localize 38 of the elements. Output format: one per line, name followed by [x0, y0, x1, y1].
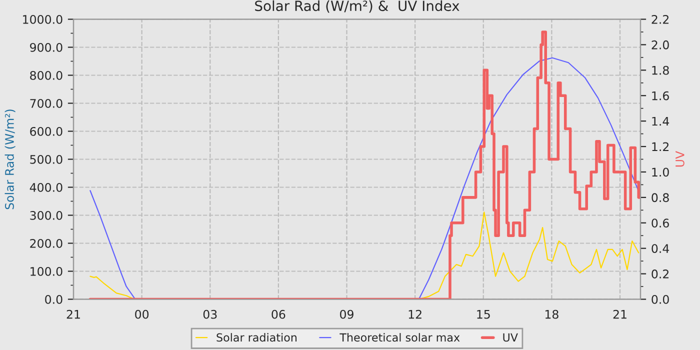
y-tick-label: 400.0: [30, 182, 62, 192]
y-tick-label: 200.0: [30, 238, 62, 248]
y2-tick-label: 1.0: [652, 168, 669, 177]
legend-label: UV: [503, 333, 518, 342]
y2-tick-label: 2.0: [652, 40, 669, 50]
x-tick-label: 12: [408, 310, 422, 319]
x-tick-label: 21: [613, 310, 626, 319]
y2-tick-label: 0.4: [652, 244, 670, 253]
y-tick-label: 900.0: [30, 42, 62, 52]
y2-tick-label: 1.2: [652, 142, 669, 152]
y-axis-title: Solar Rad (W/m²): [4, 110, 16, 210]
x-tick-label: 18: [545, 310, 558, 319]
y2-tick-label: 1.6: [652, 91, 669, 100]
y2-tick-label: 2.2: [652, 14, 669, 24]
legend-label: Theoretical solar max: [340, 333, 460, 342]
y-tick-label: 800.0: [30, 70, 62, 80]
y-tick-label: 500.0: [30, 154, 62, 164]
chart-title: Solar Rad (W/m²) & UV Index: [255, 0, 460, 13]
x-tick-label: 09: [340, 310, 354, 319]
y2-tick-label: 0.6: [652, 218, 669, 228]
y2-tick-label: 0.0: [652, 294, 669, 304]
y-tick-label: 1000.0: [23, 14, 62, 24]
x-tick-label: 03: [203, 310, 217, 319]
y-tick-label: 700.0: [30, 98, 62, 108]
y-tick-label: 600.0: [30, 126, 62, 136]
y2-axis-title: UV: [676, 150, 684, 167]
x-tick-label: 15: [477, 310, 490, 319]
y2-tick-label: 0.2: [652, 270, 669, 278]
y2-tick-label: 0.8: [652, 193, 669, 202]
legend-label: Solar radiation: [216, 333, 297, 342]
x-tick-label: 21: [66, 310, 80, 319]
x-tick-label: 00: [135, 310, 149, 319]
y2-tick-label: 1.8: [652, 66, 669, 75]
y-tick-label: 300.0: [30, 210, 62, 220]
y2-tick-label: 1.4: [652, 116, 670, 126]
y-tick-label: 0.0: [45, 294, 62, 304]
y-tick-label: 100.0: [30, 266, 62, 276]
x-tick-label: 06: [272, 310, 286, 319]
